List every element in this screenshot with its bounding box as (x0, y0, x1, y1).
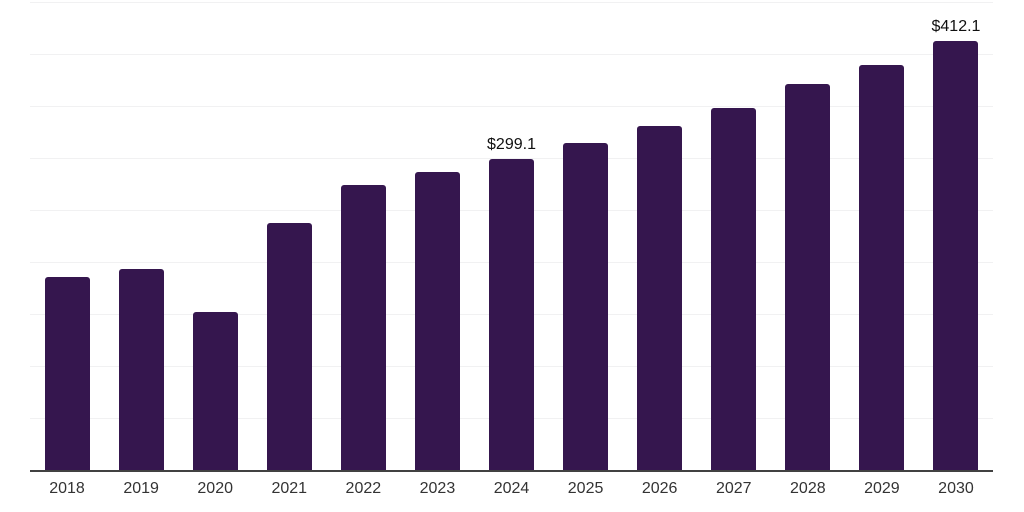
bar-slot-2018 (30, 2, 104, 470)
x-tick-label-2023: 2023 (419, 480, 456, 497)
bar-slot-2019 (104, 2, 178, 470)
bar-value-label-2024: $299.1 (487, 135, 536, 153)
bar-slot-2022 (326, 2, 400, 470)
x-tick-label-2021: 2021 (271, 480, 308, 497)
x-tick-label-2028: 2028 (790, 480, 826, 497)
bar-2018 (44, 276, 90, 470)
x-tick-label-2026: 2026 (641, 480, 678, 497)
bar-slot-2021 (252, 2, 326, 470)
bar-2028 (785, 83, 831, 470)
bar-slot-2026 (623, 2, 697, 470)
bars-row: $299.1 $412.1 (30, 2, 993, 470)
bar-slot-2020 (178, 2, 252, 470)
gridline (30, 2, 993, 3)
bar-slot-2024: $299.1 (474, 2, 548, 470)
gridline (30, 54, 993, 55)
x-tick-label-2025: 2025 (567, 480, 604, 497)
bar-slot-2027 (697, 2, 771, 470)
bar-2026 (637, 126, 683, 470)
bar-2019 (118, 268, 164, 470)
bar-2021 (266, 223, 312, 470)
bar-slot-2023 (400, 2, 474, 470)
bar-slot-2030: $412.1 (919, 2, 993, 470)
bar-2029 (859, 64, 905, 470)
x-tick-label-2020: 2020 (197, 480, 233, 497)
bar-slot-2029 (845, 2, 919, 470)
bar-slot-2025 (549, 2, 623, 470)
bar-2030: $412.1 (932, 19, 980, 470)
bar-2025 (563, 143, 609, 470)
x-axis-line (30, 470, 993, 472)
gridline (30, 158, 993, 160)
gridline (30, 106, 993, 107)
plot-area: $299.1 $412.1 (30, 2, 993, 472)
bar-2023 (414, 172, 460, 470)
bar-value-label-2030: $412.1 (931, 18, 981, 36)
bar-2024: $299.1 (487, 136, 536, 470)
x-tick-label-2018: 2018 (49, 480, 85, 497)
x-tick-label-2024: 2024 (493, 480, 530, 497)
bar-slot-2028 (771, 2, 845, 470)
x-tick-label-2027: 2027 (715, 480, 752, 497)
bar-2022 (340, 185, 386, 470)
bar-2020 (192, 311, 238, 470)
x-tick-label-2030: 2030 (938, 480, 974, 497)
x-tick-label-2029: 2029 (864, 480, 900, 497)
x-axis-labels: 2018 2019 2020 2021 2022 2023 2024 2025 2026 2027… (30, 479, 993, 499)
x-tick-label-2019: 2019 (123, 480, 159, 497)
x-tick-label-2022: 2022 (345, 480, 382, 497)
bar-2027 (711, 107, 757, 470)
